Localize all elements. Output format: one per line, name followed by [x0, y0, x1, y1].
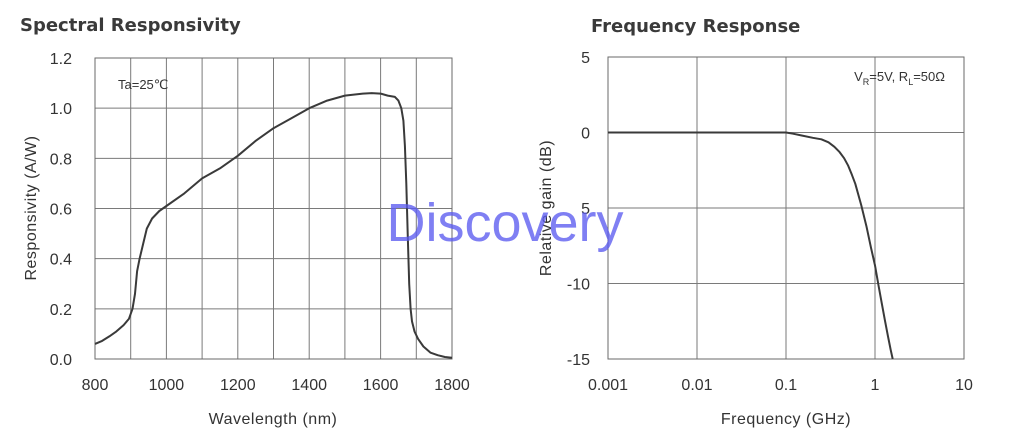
x-tick-label: 10: [955, 377, 973, 394]
x-tick-label: 1400: [291, 377, 327, 394]
x-axis-title: Wavelength (nm): [209, 411, 338, 428]
x-tick-labels: 0.001 0.01 0.1 1 10: [588, 377, 973, 394]
x-tick-label: 1200: [220, 377, 256, 394]
x-tick-label: 800: [82, 377, 109, 394]
x-tick-label: 0.001: [588, 377, 628, 394]
x-axis-title: Frequency (GHz): [721, 411, 851, 428]
x-tick-label: 1800: [434, 377, 470, 394]
plot-frame: [607, 56, 965, 360]
x-tick-label: 0.01: [681, 377, 712, 394]
grid-lines: [95, 58, 452, 359]
plot-frame: [94, 57, 453, 360]
y-tick-label: 5: [581, 50, 590, 67]
watermark-text: Discovery: [386, 193, 623, 253]
frequency-response-chart: Frequency Response 505-10-15 0.001 0.01 0.…: [538, 16, 973, 428]
y-tick-label: 5: [581, 201, 590, 218]
x-tick-label: 1000: [149, 377, 185, 394]
y-tick-label: 1.2: [50, 51, 72, 68]
y-tick-labels: 0.0 0.2 0.4 0.6 0.8 1.0 1.2: [50, 51, 72, 369]
x-tick-label: 1600: [363, 377, 399, 394]
y-tick-labels: 5 0 5 -10 -15: [567, 50, 590, 369]
temperature-annotation: Ta=25℃: [118, 77, 168, 92]
chart-title: Frequency Response: [591, 16, 800, 37]
y-axis-title: Responsivity (A/W): [23, 135, 40, 280]
y-tick-label: -15: [567, 352, 590, 369]
y-tick-label: -10: [567, 277, 590, 294]
y-tick-label: 0.4: [50, 252, 72, 269]
x-tick-label: 1: [871, 377, 880, 394]
y-axis-title: Relative gain (dB): [538, 140, 555, 276]
chart-title: Spectral Responsivity: [20, 15, 241, 36]
series-line: [94, 92, 453, 359]
y-tick-label: 0.0: [50, 352, 72, 369]
y-tick-label: 0: [581, 126, 590, 143]
y-tick-label: 0.6: [50, 202, 72, 219]
y-tick-label: 0.2: [50, 302, 72, 319]
x-tick-label: 0.1: [775, 377, 797, 394]
bias-load-annotation: VR=5V, RL=50Ω: [854, 69, 945, 87]
spectral-responsivity-chart: Spectral Responsivity 0.0 0.2 0.4 0.6 0.8 1.0…: [20, 15, 470, 428]
x-tick-labels: 800 1000 1200 1400 1600 1800: [82, 377, 470, 394]
series-line: [608, 131, 894, 360]
y-tick-label: 0.8: [50, 151, 72, 168]
grid-lines: [608, 57, 964, 359]
y-tick-label: 1.0: [50, 101, 72, 118]
